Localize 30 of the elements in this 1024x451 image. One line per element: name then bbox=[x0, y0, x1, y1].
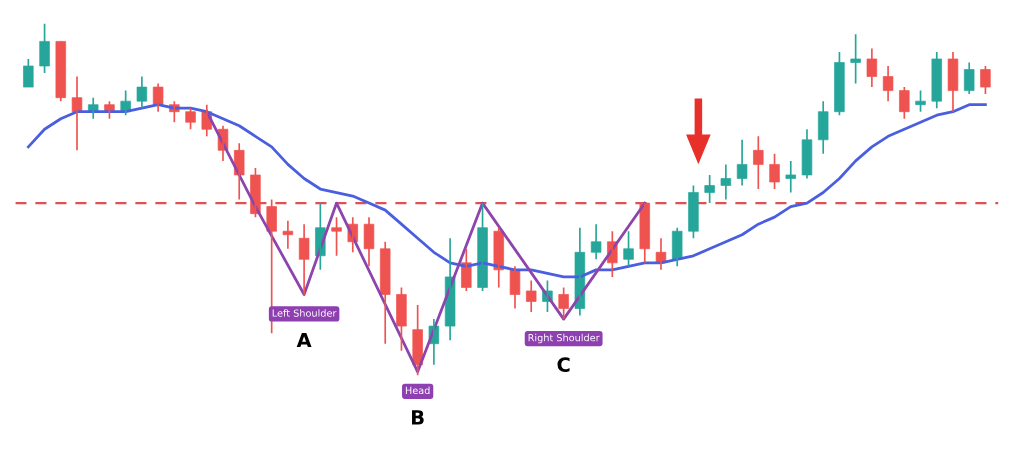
annotation: Right Shoulder bbox=[528, 333, 600, 344]
candlestick bbox=[980, 65, 991, 95]
candlestick bbox=[850, 33, 861, 85]
candlestick bbox=[866, 47, 878, 88]
candlestick bbox=[39, 22, 50, 74]
annotation: Left Shoulder bbox=[272, 309, 337, 317]
candlestick bbox=[136, 75, 148, 110]
candlestick bbox=[23, 58, 34, 88]
candlestick bbox=[688, 184, 699, 240]
candlestick bbox=[915, 89, 926, 113]
annotation: C bbox=[557, 357, 570, 372]
text: Head bbox=[405, 386, 430, 395]
candlestick bbox=[185, 107, 196, 131]
candlestick bbox=[526, 279, 537, 313]
candlestick bbox=[769, 153, 780, 190]
candlestick bbox=[477, 202, 488, 292]
candlestick bbox=[590, 223, 602, 261]
annotation: A bbox=[296, 332, 312, 348]
candlestick bbox=[834, 51, 845, 117]
candlestick bbox=[331, 216, 342, 257]
candlestick bbox=[623, 230, 634, 268]
candlestick bbox=[71, 75, 83, 152]
candlestick bbox=[363, 216, 375, 268]
candlestick bbox=[704, 174, 715, 204]
candlestick bbox=[396, 286, 407, 352]
candlestick bbox=[558, 286, 569, 320]
candlestick bbox=[785, 160, 796, 194]
candlestick bbox=[720, 163, 732, 201]
text: B bbox=[412, 410, 424, 425]
candlestick bbox=[509, 265, 521, 310]
